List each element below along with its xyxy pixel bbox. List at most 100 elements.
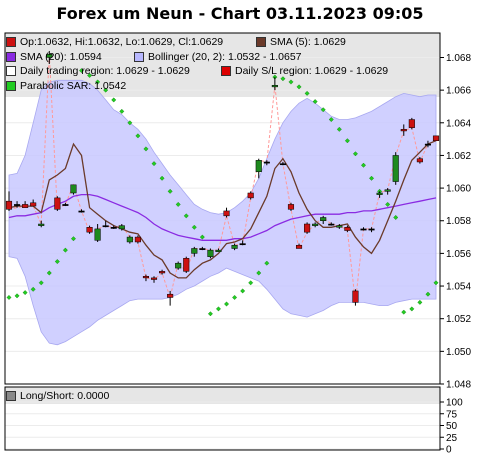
legend-item-sma5: SMA (5): 1.0629 <box>256 35 346 50</box>
candle-body <box>424 143 431 146</box>
sar-point <box>264 260 270 266</box>
sar-point <box>119 108 125 114</box>
legend-swatch-daily-trading <box>6 66 16 77</box>
legend-item-bollinger: Bollinger (20, 2): 1.0532 - 1.0657 <box>134 50 302 65</box>
sar-point <box>296 84 302 90</box>
legend-label-sma20: SMA (20): 1.0594 <box>20 50 102 63</box>
sar-point <box>143 146 149 152</box>
legend-swatch-long-short <box>6 391 16 401</box>
sar-point <box>87 72 93 78</box>
candle-body <box>312 223 319 226</box>
y-tick-label: 1.056 <box>446 249 471 260</box>
candle-body <box>14 204 21 206</box>
sar-point <box>344 138 350 144</box>
y-tick-label: 1.058 <box>446 216 471 227</box>
candle-body <box>191 248 198 254</box>
sar-point <box>417 299 423 305</box>
candle-body <box>22 204 29 208</box>
y-tick-label: 1.068 <box>446 53 471 64</box>
sar-point <box>328 117 334 123</box>
sar-point <box>95 79 101 85</box>
legend-swatch-daily-sl <box>221 66 231 77</box>
candle-body <box>360 228 367 231</box>
bollinger-band <box>8 79 437 346</box>
sar-point <box>369 175 375 181</box>
chart-legend: Op:1.0632, Hi:1.0632, Lo:1.0629, Cl:1.06… <box>6 35 440 93</box>
candle-body <box>344 227 351 231</box>
sar-point <box>167 188 173 194</box>
legend-row: Daily trading region: 1.0629 - 1.0629 Da… <box>6 64 440 79</box>
legend-item-sma20: SMA (20): 1.0594 <box>6 50 102 65</box>
sl-link-line <box>8 54 437 303</box>
candle-body <box>175 262 182 269</box>
candle-body <box>199 248 206 250</box>
candle-body <box>38 223 45 226</box>
sar-point <box>393 214 399 220</box>
sub-legend: Long/Short: 0.0000 <box>6 390 109 402</box>
sub-legend-background <box>5 387 440 404</box>
candle-body <box>102 225 109 228</box>
sar-point <box>312 99 318 105</box>
candle-body <box>5 200 13 210</box>
sar-point <box>79 68 84 74</box>
candle-body <box>279 163 286 166</box>
sar-point <box>248 280 254 286</box>
y-tick-label: 1.050 <box>446 347 471 358</box>
candle-body <box>328 223 335 226</box>
candle-body <box>247 192 254 199</box>
legend-label-sma5: SMA (5): 1.0629 <box>270 36 346 48</box>
candle-body <box>150 277 158 280</box>
legend-swatch-sar <box>6 80 16 91</box>
sar-point <box>22 290 28 296</box>
sar-point <box>336 126 342 132</box>
sar-point <box>46 270 52 276</box>
candle-body <box>118 225 125 230</box>
y-tick-label: 1.052 <box>446 314 471 325</box>
sar-point <box>425 291 431 297</box>
sar-point <box>159 175 165 181</box>
sar-point <box>111 97 117 103</box>
legend-label-daily-trading: Daily trading region: 1.0629 - 1.0629 <box>20 65 190 77</box>
legend-row: Parabolic SAR: 1.0542 <box>6 79 440 94</box>
candle-body <box>62 204 69 206</box>
candle-body <box>400 129 407 132</box>
main-plot-frame <box>4 32 441 385</box>
candle-body <box>78 210 85 213</box>
candle-body <box>126 236 133 243</box>
sar-point <box>288 79 294 85</box>
legend-row: SMA (20): 1.0594 Bollinger (20, 2): 1.05… <box>6 50 440 65</box>
legend-item-sar: Parabolic SAR: 1.0542 <box>6 79 126 94</box>
candle-body <box>142 276 150 279</box>
candle-body <box>46 53 53 58</box>
candle-body <box>183 258 190 272</box>
candle-body <box>134 236 141 243</box>
sar-point <box>38 280 44 286</box>
sar-point <box>199 234 205 240</box>
legend-swatch-sma20 <box>6 51 16 62</box>
candle-body <box>207 249 214 257</box>
candle-body <box>352 290 359 303</box>
candle-body <box>110 227 117 229</box>
sar-point <box>175 201 181 207</box>
legend-label-daily-sl: Daily S/L region: 1.0629 - 1.0629 <box>235 65 389 77</box>
sar-point <box>320 107 326 113</box>
sar-point <box>256 270 262 276</box>
sar-point <box>191 224 197 230</box>
candle-body <box>416 158 423 163</box>
y-tick-label: 1.064 <box>446 118 471 129</box>
y-tick-label: 1.054 <box>446 282 471 293</box>
sar-point <box>385 201 391 207</box>
candle-body <box>408 119 415 128</box>
candle-body <box>239 243 246 246</box>
candle-body <box>320 217 327 221</box>
sar-point <box>14 293 20 299</box>
candle-body <box>159 271 166 274</box>
sub-y-tick-label: 100 <box>446 398 463 409</box>
candle-body <box>287 204 295 210</box>
sar-point <box>70 236 76 242</box>
y-tick-label: 1.066 <box>446 86 471 97</box>
candle-body <box>54 197 61 210</box>
sub-y-tick-label: 25 <box>446 433 458 444</box>
legend-label-ohlc: Op:1.0632, Hi:1.0632, Lo:1.0629, Cl:1.06… <box>20 36 224 48</box>
